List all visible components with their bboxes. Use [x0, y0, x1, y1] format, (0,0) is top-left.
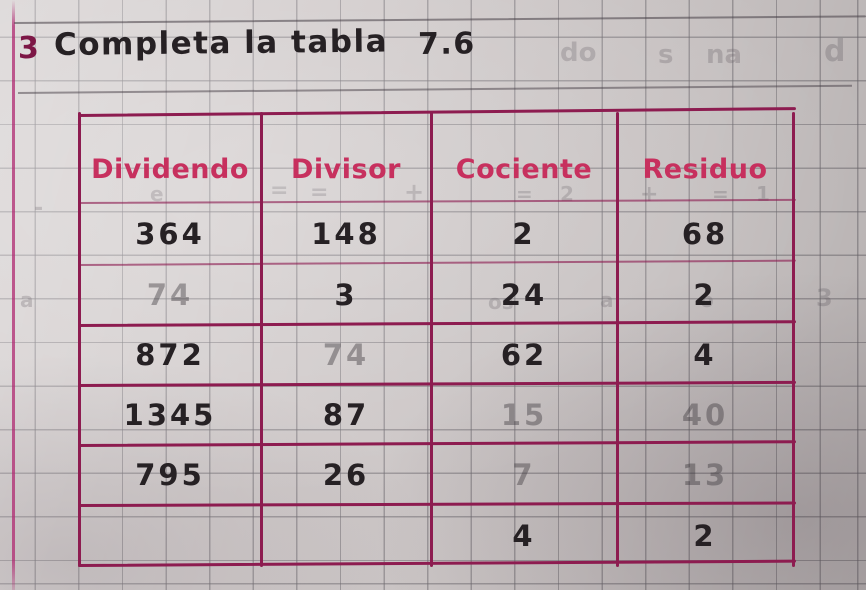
table-cell-cociente: 62: [500, 338, 548, 372]
table-header-cociente: Cociente: [455, 153, 593, 185]
table-cell-dividendo: 1345: [123, 398, 217, 432]
table-cell-dividendo: 795: [135, 458, 205, 492]
table-cell-residuo: 4: [693, 338, 717, 372]
table-cell-residuo: 68: [681, 217, 729, 251]
table-cell-residuo: 2: [693, 278, 717, 312]
table-column-divider-1: [260, 112, 263, 567]
table-column-divider-3: [616, 112, 619, 567]
table-rule-row-5: [77, 501, 797, 507]
table-cell-cociente: 7: [512, 458, 536, 492]
table-cell-dividendo: 872: [135, 338, 205, 372]
table-rule-row-4: [77, 440, 796, 447]
handwritten-table: Dividendo Divisor Cociente Residuo 364 1…: [77, 107, 797, 582]
table-header-dividendo: Dividendo: [91, 153, 249, 185]
table-cell-divisor: 26: [322, 458, 370, 492]
table-cell-cociente: 15: [500, 398, 548, 432]
table-cell-divisor: [262, 510, 430, 562]
table-cell-cociente: 24: [500, 278, 548, 312]
table-rule-row-3: [77, 380, 796, 387]
table-cell-residuo: 2: [693, 519, 717, 553]
table-cell-dividendo: [80, 510, 260, 562]
table-rule-under-header: [77, 198, 796, 205]
table-cell-dividendo: 364: [135, 217, 205, 251]
exercise-number: 3: [18, 31, 41, 66]
table-border-left: [78, 112, 81, 567]
exercise-table-reference: 7.6: [417, 26, 476, 62]
table-rule-row-2: [77, 320, 796, 327]
table-header-divisor: Divisor: [291, 153, 401, 185]
table-cell-divisor: 74: [322, 338, 370, 372]
page-margin-rule: [12, 0, 15, 590]
table-cell-divisor: 3: [334, 278, 358, 312]
table-cell-residuo: 13: [681, 458, 729, 492]
table-column-divider-2: [430, 112, 433, 567]
table-header-residuo: Residuo: [642, 153, 768, 185]
table-border-right: [792, 112, 795, 567]
table-cell-cociente: 4: [512, 519, 536, 553]
table-rule-row-1: [77, 259, 796, 267]
table-cell-divisor: 148: [311, 217, 381, 251]
exercise-instruction: Completa la tabla: [53, 23, 389, 63]
table-cell-dividendo: 74: [146, 278, 194, 312]
table-cell-cociente: 2: [512, 217, 536, 251]
table-cell-residuo: 40: [681, 398, 729, 432]
table-cell-divisor: 87: [322, 398, 370, 432]
